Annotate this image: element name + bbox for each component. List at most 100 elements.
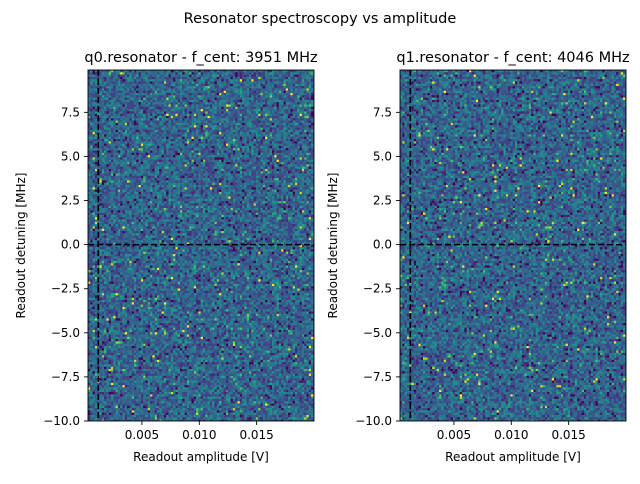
heatmap-cell [249, 168, 252, 172]
heatmap-cell [283, 88, 286, 91]
heatmap-cell [108, 155, 112, 158]
heatmap-cell [244, 118, 247, 121]
heatmap-cell [223, 97, 227, 100]
heatmap-cell [246, 159, 250, 163]
heatmap-cell [196, 152, 199, 156]
heatmap-cell [143, 122, 146, 126]
heatmap-cell [88, 157, 91, 160]
heatmap-cell [304, 132, 307, 135]
heatmap-cell [306, 122, 309, 126]
heatmap-cell [214, 111, 217, 114]
heatmap-cell [285, 79, 289, 82]
heatmap-cell [175, 143, 178, 146]
heatmap-cell [242, 122, 245, 126]
heatmap-cell [127, 171, 130, 174]
heatmap-cell [269, 159, 273, 163]
heatmap-cell [237, 127, 240, 130]
heatmap-cell [143, 79, 146, 82]
heatmap-cell [134, 122, 137, 126]
heatmap-cell [196, 97, 199, 100]
heatmap-cell [175, 79, 178, 82]
heatmap-cell [203, 97, 206, 100]
heatmap-cell [216, 102, 220, 105]
heatmap-cell [136, 97, 139, 100]
heatmap-cell [304, 134, 307, 137]
heatmap-cell [124, 162, 128, 165]
heatmap-cell [207, 74, 210, 77]
heatmap-cell [278, 86, 282, 89]
heatmap-cell [278, 125, 282, 128]
heatmap-cell [255, 155, 259, 158]
heatmap-cell [189, 97, 192, 100]
heatmap-cell [168, 159, 171, 163]
heatmap-cell [297, 182, 300, 186]
heatmap-cell [92, 152, 95, 156]
heatmap-cell [276, 127, 279, 130]
heatmap-cell [255, 136, 259, 140]
heatmap-cell [92, 171, 95, 174]
heatmap-cell [198, 116, 201, 119]
heatmap-cell [131, 148, 135, 151]
heatmap-cell [97, 175, 100, 179]
heatmap-cell [272, 178, 275, 181]
heatmap-cell [157, 132, 160, 135]
heatmap-cell [246, 162, 250, 165]
heatmap-cell [306, 72, 309, 75]
heatmap-cell [301, 155, 305, 158]
heatmap-cell [308, 120, 312, 123]
heatmap-cell [140, 104, 144, 107]
heatmap-cell [198, 104, 201, 107]
heatmap-cell [244, 175, 247, 179]
heatmap-cell [136, 143, 139, 146]
heatmap-cell [214, 150, 217, 153]
heatmap-cell [251, 164, 254, 167]
heatmap-cell [184, 90, 187, 94]
heatmap-cell [106, 76, 109, 80]
heatmap-cell [205, 173, 208, 176]
heatmap-cell [239, 129, 243, 133]
heatmap-cell [161, 145, 164, 149]
heatmap-cell [265, 168, 268, 172]
heatmap-cell [177, 79, 181, 82]
heatmap-cell [274, 74, 277, 77]
heatmap-cell [226, 116, 229, 119]
heatmap-cell [200, 113, 204, 117]
heatmap-cell [269, 122, 273, 126]
heatmap-cell [216, 70, 220, 73]
heatmap-cell [301, 173, 305, 176]
heatmap-cell [177, 102, 181, 105]
heatmap-cell [205, 129, 208, 133]
heatmap-cell [177, 164, 181, 167]
heatmap-cell [198, 70, 201, 73]
heatmap-cell [292, 125, 296, 128]
heatmap-cell [131, 185, 135, 188]
heatmap-cell [251, 150, 254, 153]
heatmap-cell [150, 116, 153, 119]
heatmap-cell [299, 116, 302, 119]
heatmap-cell [244, 136, 247, 140]
heatmap-cell [175, 136, 178, 140]
heatmap-cell [232, 125, 236, 128]
heatmap-cell [209, 152, 213, 156]
heatmap-cell [88, 182, 91, 186]
heatmap-cell [297, 143, 300, 146]
heatmap-cell [124, 99, 128, 103]
heatmap-cell [161, 134, 164, 137]
heatmap-cell [92, 70, 95, 73]
heatmap-cell [267, 120, 270, 123]
heatmap-cell [168, 139, 171, 142]
heatmap-cell [134, 155, 137, 158]
heatmap-cell [230, 104, 233, 107]
heatmap-cell [147, 148, 151, 151]
heatmap-cell [145, 155, 148, 158]
heatmap-cell [196, 148, 199, 151]
heatmap-cell [265, 166, 268, 169]
heatmap-cell [111, 76, 114, 80]
heatmap-cell [106, 70, 109, 73]
heatmap-cell [262, 157, 266, 160]
heatmap-cell [166, 132, 169, 135]
heatmap-cell [106, 102, 109, 105]
heatmap-cell [127, 155, 130, 158]
heatmap-cell [228, 141, 231, 144]
heatmap-cell [138, 76, 141, 80]
